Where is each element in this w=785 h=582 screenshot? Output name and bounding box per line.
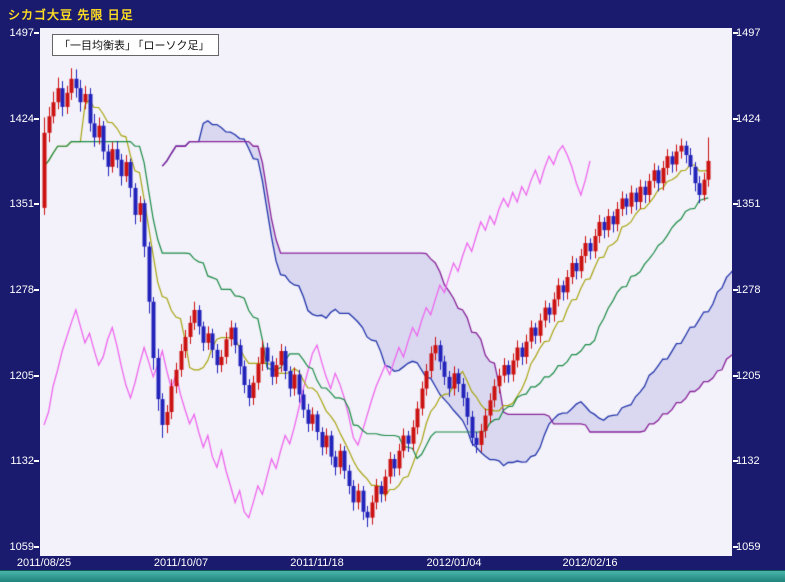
price-chart-canvas[interactable] — [40, 28, 732, 556]
y-axis-label: 1497 — [9, 27, 34, 39]
x-axis-label: 2011/11/18 — [290, 557, 344, 569]
y-axis-label: 1351 — [736, 198, 761, 211]
y-axis-label: 1132 — [736, 455, 760, 468]
x-axis-label: 2011/08/25 — [16, 557, 72, 569]
y-axis-tick — [34, 460, 39, 463]
y-axis-label: 1497 — [736, 27, 761, 39]
x-axis-label: 2012/02/16 — [562, 557, 618, 569]
y-axis-label: 1424 — [9, 112, 34, 125]
y-axis-label: 1059 — [736, 541, 761, 553]
legend-item-ichimoku: 「一目均衡表」 — [59, 40, 136, 52]
y-axis-label: 1278 — [736, 284, 761, 296]
chart-title: シカゴ大豆 先限 日足 — [8, 8, 134, 22]
timeline-scrollbar[interactable] — [0, 570, 785, 582]
y-axis-label: 1132 — [10, 455, 34, 468]
y-axis-tick — [34, 203, 39, 206]
y-axis-label: 1278 — [9, 284, 34, 296]
y-axis-tick — [733, 203, 738, 206]
y-axis-label: 1424 — [736, 112, 761, 125]
legend: 「一目均衡表」 「ローソク足」 — [52, 34, 219, 56]
y-axis-tick — [34, 117, 39, 120]
y-axis-tick — [733, 289, 738, 291]
y-axis-label: 1205 — [736, 369, 761, 382]
y-axis-label: 1059 — [9, 541, 34, 553]
x-axis-label: 2012/01/04 — [426, 557, 482, 569]
y-axis-label: 1351 — [9, 198, 34, 211]
y-axis-tick — [733, 546, 738, 548]
legend-item-candlestick: 「ローソク足」 — [138, 40, 210, 52]
y-axis-label: 1205 — [9, 369, 34, 382]
x-axis-label: 2011/10/07 — [153, 557, 209, 569]
y-axis-tick — [34, 32, 39, 34]
y-axis-tick — [733, 374, 738, 377]
y-axis-tick — [34, 546, 39, 548]
y-axis-tick — [733, 117, 738, 120]
y-axis-tick — [34, 289, 39, 291]
y-axis-tick — [733, 32, 738, 34]
y-axis-tick — [733, 460, 738, 463]
y-axis-tick — [34, 374, 39, 377]
plot-area: 「一目均衡表」 「ローソク足」 — [40, 28, 732, 556]
